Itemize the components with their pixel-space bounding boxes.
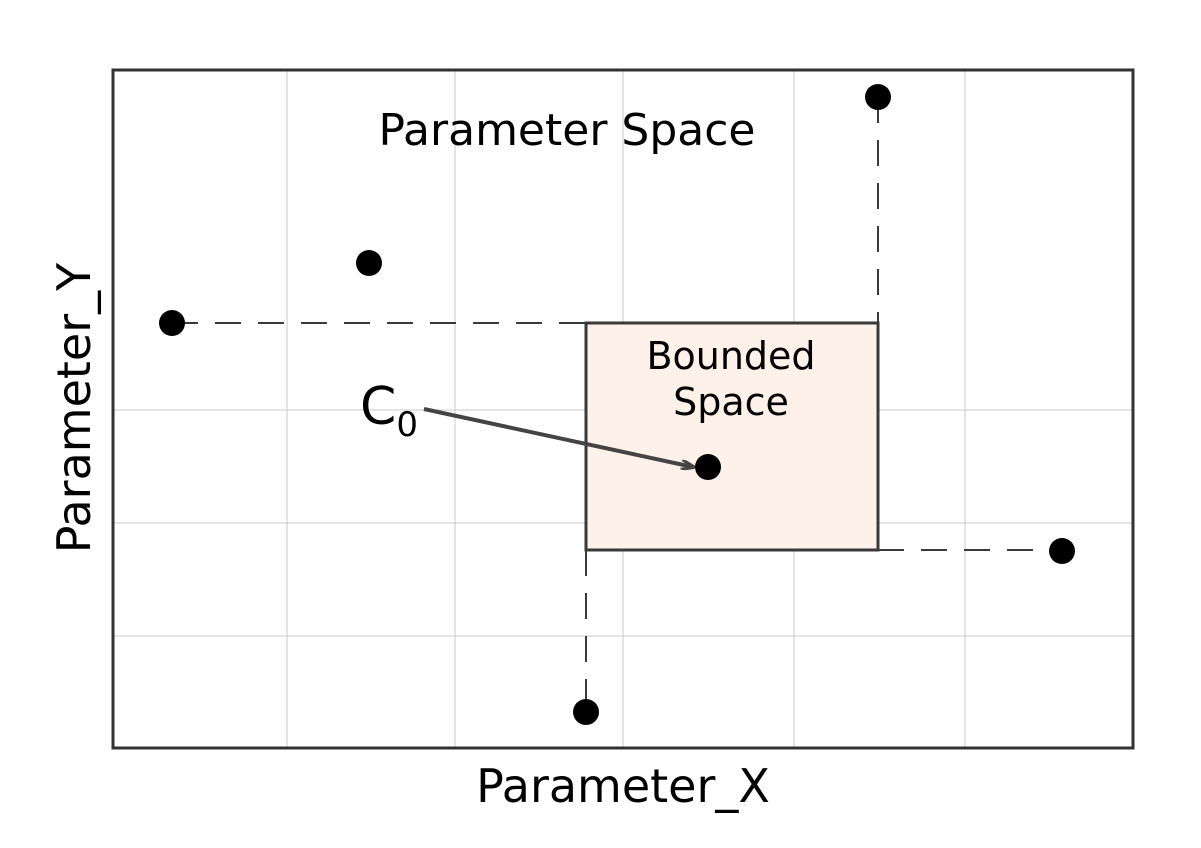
title-label: Parameter Space <box>379 105 756 156</box>
data-points <box>159 84 1075 725</box>
x-axis-label: Parameter_X <box>476 759 770 813</box>
data-point <box>865 84 891 110</box>
data-point-c0 <box>695 454 721 480</box>
dashed-projection-lines <box>172 97 1062 712</box>
data-point <box>159 310 185 336</box>
data-point <box>1049 538 1075 564</box>
plot-frame <box>111 68 1135 750</box>
c0-label-subscript: 0 <box>396 405 418 445</box>
y-axis-label: Parameter_Y <box>47 262 101 553</box>
bounded-space-label-line1: Bounded <box>646 334 815 378</box>
c0-arrow <box>423 407 693 467</box>
c0-label-main: C <box>360 377 396 437</box>
c0-label: C0 <box>360 377 418 445</box>
data-point <box>573 699 599 725</box>
bounded-space-region <box>584 321 880 552</box>
bounded-space-label-line2: Space <box>673 380 789 424</box>
data-point <box>356 250 382 276</box>
